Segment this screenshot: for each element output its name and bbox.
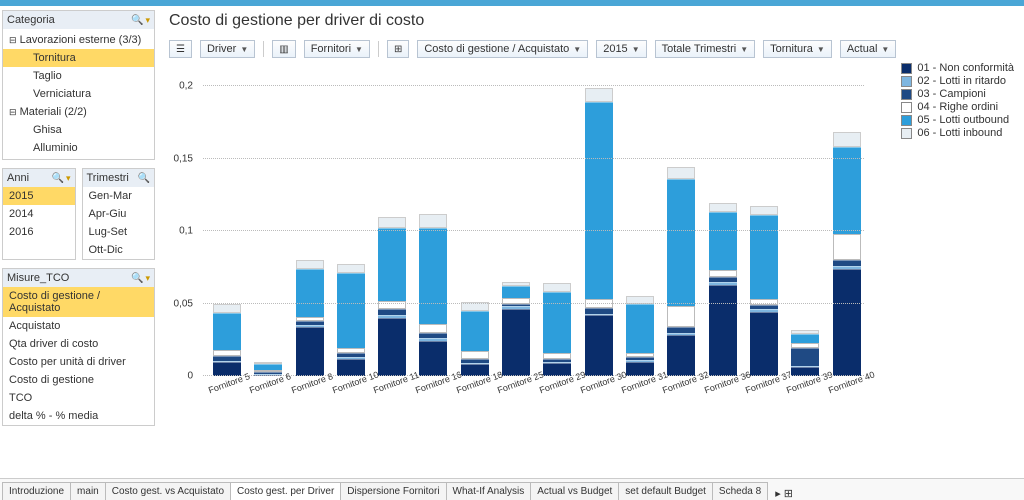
panel-categoria: Categoria 🔍▾ ⊟ Lavorazioni esterne (3/3)… <box>2 10 155 160</box>
list-item[interactable]: 2014 <box>3 205 75 223</box>
bar[interactable] <box>296 260 324 376</box>
measure-dropdown[interactable]: Costo di gestione / Acquistato▼ <box>417 40 588 58</box>
y-tick: 0,15 <box>174 153 193 164</box>
list-item[interactable]: Apr-Giu <box>83 205 155 223</box>
legend-item: 02 - Lotti in ritardo <box>901 75 1014 87</box>
bar[interactable] <box>626 296 654 376</box>
panel-title: Anni <box>7 172 29 184</box>
list-item[interactable]: 2016 <box>3 223 75 241</box>
list-item[interactable]: Costo per unità di driver <box>3 353 154 371</box>
fornitori-dropdown[interactable]: Fornitori▼ <box>304 40 370 58</box>
legend-item: 01 - Non conformità <box>901 62 1014 74</box>
tab-grid-icon[interactable]: ⊞ <box>784 487 793 500</box>
y-tick: 0,1 <box>179 226 193 237</box>
scenario-dropdown[interactable]: Actual▼ <box>840 40 897 58</box>
chart-pane: Costo di gestione per driver di costo ☰ … <box>155 6 1024 476</box>
tree-group[interactable]: ⊟ Materiali (2/2) <box>3 103 154 121</box>
legend-item: 06 - Lotti inbound <box>901 127 1014 139</box>
search-icon[interactable]: 🔍 <box>131 273 143 284</box>
filter-icon[interactable]: ▾ <box>66 173 71 184</box>
period-dropdown[interactable]: Totale Trimestri▼ <box>655 40 756 58</box>
tree-item[interactable]: Verniciatura <box>3 85 154 103</box>
list-item[interactable]: Costo di gestione / Acquistato <box>3 287 154 317</box>
y-tick: 0,05 <box>174 298 193 309</box>
list-item[interactable]: Gen-Mar <box>83 187 155 205</box>
bar[interactable] <box>791 330 819 376</box>
bar[interactable] <box>502 282 530 376</box>
driver-dropdown[interactable]: Driver▼ <box>200 40 255 58</box>
list-item[interactable]: Qta driver di costo <box>3 335 154 353</box>
chart-area: 01 - Non conformità02 - Lotti in ritardo… <box>169 62 1014 432</box>
tree-item[interactable]: Tornitura <box>3 49 154 67</box>
sheet-tab[interactable]: Actual vs Budget <box>530 482 619 500</box>
panel-title: Misure_TCO <box>7 272 69 284</box>
panel-misure: Misure_TCO 🔍▾ Costo di gestione / Acquist… <box>2 268 155 426</box>
sheet-tab[interactable]: Costo gest. per Driver <box>230 482 341 500</box>
sheet-tab[interactable]: Costo gest. vs Acquistato <box>105 482 231 500</box>
bar[interactable] <box>833 132 861 376</box>
list-item[interactable]: Lug-Set <box>83 223 155 241</box>
year-dropdown[interactable]: 2015▼ <box>596 40 646 58</box>
bar[interactable] <box>461 302 489 376</box>
bar[interactable] <box>667 167 695 376</box>
sheet-tab[interactable]: set default Budget <box>618 482 713 500</box>
category-dropdown[interactable]: Tornitura▼ <box>763 40 832 58</box>
bar[interactable] <box>750 206 778 376</box>
panel-title: Categoria <box>7 14 55 26</box>
tree-group[interactable]: ⊟ Lavorazioni esterne (3/3) <box>3 31 154 49</box>
sheet-tab[interactable]: Introduzione <box>2 482 71 500</box>
y-tick: 0 <box>187 371 193 382</box>
search-icon[interactable]: 🔍 <box>52 173 64 184</box>
bar[interactable] <box>585 88 613 377</box>
sheet-tab[interactable]: Dispersione Fornitori <box>340 482 446 500</box>
tree-item[interactable]: Alluminio <box>3 139 154 157</box>
panel-trimestri: Trimestri 🔍 Gen-MarApr-GiuLug-SetOtt-Dic <box>82 168 156 260</box>
list-item[interactable]: Acquistato <box>3 317 154 335</box>
dim1-icon[interactable]: ☰ <box>169 40 192 58</box>
legend-item: 03 - Campioni <box>901 88 1014 100</box>
list-item[interactable]: delta % - % media <box>3 407 154 425</box>
grid-icon[interactable]: ⊞ <box>387 40 409 58</box>
tab-nav-icon[interactable]: ▸ <box>775 487 781 500</box>
list-item[interactable]: TCO <box>3 389 154 407</box>
legend-item: 05 - Lotti outbound <box>901 114 1014 126</box>
panel-title: Trimestri <box>87 172 129 184</box>
legend: 01 - Non conformità02 - Lotti in ritardo… <box>901 62 1014 140</box>
search-icon[interactable]: 🔍 <box>131 15 143 26</box>
tree-item[interactable]: Ghisa <box>3 121 154 139</box>
list-item[interactable]: Costo di gestione <box>3 371 154 389</box>
filter-icon[interactable]: ▾ <box>145 15 150 26</box>
search-icon[interactable]: 🔍 <box>138 173 150 184</box>
left-panels: Categoria 🔍▾ ⊟ Lavorazioni esterne (3/3)… <box>0 6 155 476</box>
dim2-icon[interactable]: ▥ <box>272 40 295 58</box>
tree-item[interactable]: Taglio <box>3 67 154 85</box>
bar[interactable] <box>213 304 241 376</box>
sheet-tab[interactable]: Scheda 8 <box>712 482 768 500</box>
bar[interactable] <box>378 217 406 376</box>
sheet-tab[interactable]: What-If Analysis <box>446 482 532 500</box>
bar[interactable] <box>337 264 365 376</box>
legend-item: 04 - Righe ordini <box>901 101 1014 113</box>
bar[interactable] <box>543 283 571 376</box>
chart-title: Costo di gestione per driver di costo <box>169 12 1014 30</box>
filter-icon[interactable]: ▾ <box>145 273 150 284</box>
bar[interactable] <box>419 214 447 376</box>
list-item[interactable]: Ott-Dic <box>83 241 155 259</box>
list-item[interactable]: 2015 <box>3 187 75 205</box>
sheet-tab[interactable]: main <box>70 482 106 500</box>
panel-anni: Anni 🔍▾ 201520142016 <box>2 168 76 260</box>
y-tick: 0,2 <box>179 81 193 92</box>
sheet-tabs: IntroduzionemainCosto gest. vs Acquistat… <box>0 478 1024 500</box>
toolbar: ☰ Driver▼ ▥ Fornitori▼ ⊞ Costo di gestio… <box>169 40 1014 58</box>
